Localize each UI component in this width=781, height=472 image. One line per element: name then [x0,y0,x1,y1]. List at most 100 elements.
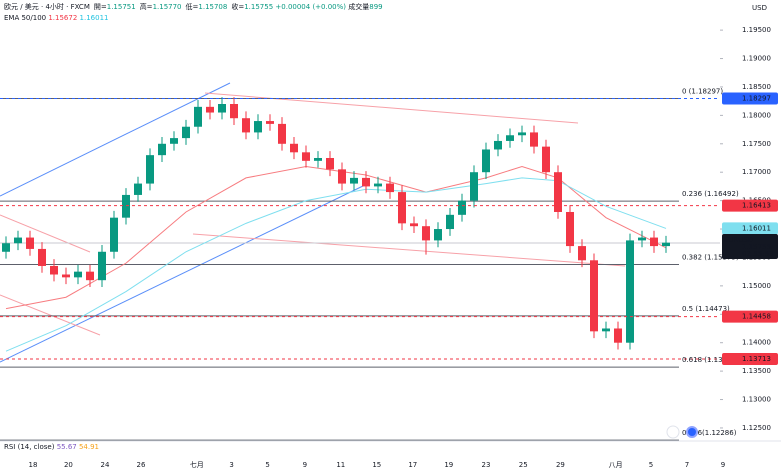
candle-body [398,192,406,224]
rsi-legend: RSI (14, close) 55.67 54.91 [4,443,99,451]
candle-body [302,152,310,161]
candle-body [170,138,178,144]
candle-body [338,169,346,184]
y-tick-label: 1.13500 [742,367,771,375]
price-label-box [722,92,778,105]
candle-body [230,104,238,119]
x-tick-label: 八月 [609,461,623,469]
rsi-value: 54.91 [79,443,99,451]
ema-legend: EMA 50/100 1.15672 1.16011 [4,14,108,22]
fib-label: 0.786(1.12286) [682,429,737,437]
candle-body [218,104,226,113]
x-tick-label: 3 [229,461,233,469]
candle-body [602,328,610,332]
event-icon[interactable] [666,425,680,439]
candle-body [386,183,394,193]
candle-body [314,157,322,161]
price-label: 1.16011 [742,224,771,232]
candle-body [554,172,562,212]
x-tick-label: 29 [556,461,565,469]
candle-body [542,146,550,173]
y-tick-label: 1.19500 [742,26,771,34]
candle-body [2,243,10,252]
candle-body [14,237,22,244]
y-tick-label: 1.17000 [742,168,771,176]
channel-line [0,184,366,363]
candle-body [266,121,274,124]
y-tick-label: 1.19000 [742,55,771,63]
fib-label: 0.618 (1.13571) [682,356,739,364]
candle-body [86,271,94,281]
quote-value: 1.15770 [153,3,182,11]
candle-body [122,194,130,218]
candle-body [626,240,634,343]
candle-body [662,242,670,247]
candle-body [110,217,118,252]
trend-line [204,92,579,124]
candle-body [530,132,538,147]
x-tick-label: 17 [408,461,417,469]
candle-body [290,143,298,153]
x-tick-label: 24 [101,461,110,469]
symbol: 欧元 / 美元 · 4小时 · FXCM [4,2,90,11]
quote-key: 低= [186,2,199,11]
candle-body [74,271,82,278]
price-label-box [722,222,778,235]
candle-body [590,260,598,332]
x-tick-label: 25 [519,461,528,469]
price-label-box [722,199,778,212]
price-label: 1.14458 [742,313,771,321]
price-label-box [722,310,778,323]
x-tick-label: 5 [265,461,269,469]
candle-body [422,226,430,241]
candle-body [62,274,70,278]
quote-value: 1.15751 [107,3,136,11]
candle-body [134,183,142,195]
x-tick-label: 9 [721,461,725,469]
y-tick-label: 1.17500 [742,140,771,148]
candle-body [206,106,214,113]
x-tick-label: 18 [29,461,38,469]
candle-body [518,132,526,136]
candle-body [374,183,382,187]
candle-body [146,155,154,184]
candle-body [494,140,502,150]
candle-body [158,143,166,156]
trend-line [0,294,101,336]
candle-body [578,246,586,261]
last-symbol: EURUSD [724,236,753,244]
candle-body [650,237,658,247]
x-tick-label: 20 [64,461,73,469]
quote: 開=1.15751 高=1.15770 低=1.15708 收=1.15755 [94,2,273,11]
ema-value: 1.16011 [80,14,109,22]
candle-body [410,223,418,227]
quote-value: 1.15708 [198,3,227,11]
quote-key: 收= [231,2,244,11]
candle-body [470,172,478,201]
y-tick-label: 1.18000 [742,111,771,119]
candle-body [278,123,286,144]
ema-value: 1.15672 [48,14,77,22]
fib-label: 0.5 (1.14473) [682,305,730,313]
quote-key: 開= [94,3,107,11]
candle-body [434,229,442,241]
candle-body [242,118,250,133]
layer: 1.19500 1.19000 1.18500 1.18000 1.17500 1.170… [0,26,778,469]
candle-body [182,126,190,139]
ema-label: EMA 50/100 [4,14,46,22]
x-tick-label: 23 [482,461,491,469]
event-icon[interactable] [686,426,698,438]
x-tick-label: 15 [372,461,381,469]
channel-line [0,82,231,197]
y-tick-label: 1.18500 [742,83,771,91]
last-price: 1.15755 [742,243,771,251]
candle-body [638,237,646,241]
x-tick-label: 19 [444,461,453,469]
trendlines [0,82,626,363]
quote-value: 1.15755 [244,3,273,11]
x-tick-label: 7 [685,461,689,469]
y-tick-label: 1.13000 [742,396,771,404]
candle-body [98,251,106,281]
rsi-value: 55.67 [57,443,77,451]
